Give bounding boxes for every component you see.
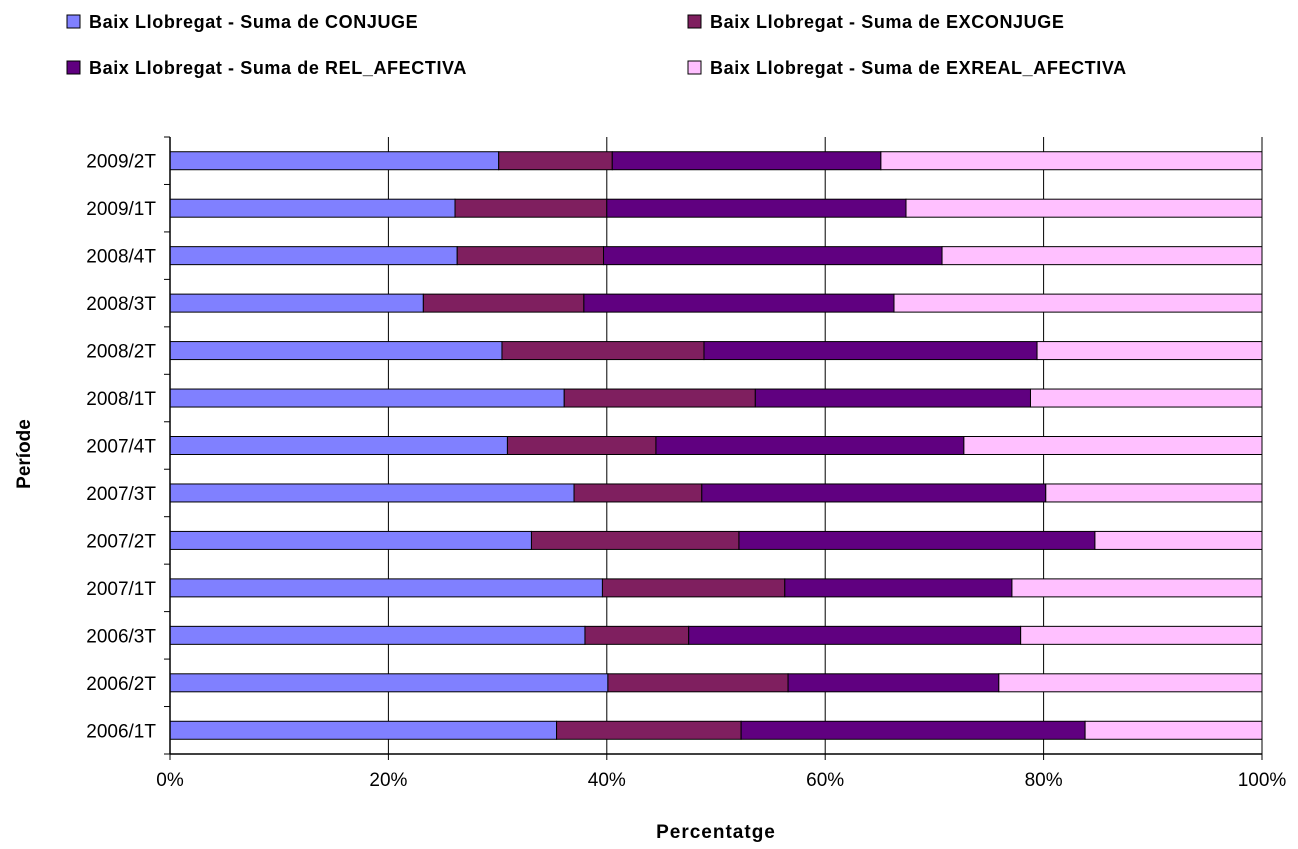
bar-segment <box>498 151 613 171</box>
legend-label: Baix Llobregat - Suma de CONJUGE <box>89 12 418 32</box>
bar-segment <box>1045 483 1263 503</box>
y-tick-label: 2006/3T <box>86 626 156 647</box>
bar-segment <box>941 246 1263 266</box>
bar-segment <box>655 436 965 455</box>
x-tick-label: 20% <box>369 770 407 791</box>
bar-segment <box>606 198 907 218</box>
bar-segment <box>754 388 1031 408</box>
bar-segment <box>784 578 1013 598</box>
bar-segment <box>422 293 585 313</box>
legend-swatch <box>687 60 702 75</box>
bar-segment <box>603 246 943 266</box>
y-tick-label: 2007/3T <box>86 484 156 505</box>
legend-label: Baix Llobregat - Suma de REL_AFECTIVA <box>89 58 467 78</box>
bar-segment <box>169 720 558 740</box>
y-tick-label: 2006/2T <box>86 674 156 695</box>
bar-segment <box>573 483 703 503</box>
bar-segment <box>169 293 424 313</box>
bar-segment <box>169 625 586 645</box>
bar-segment <box>1029 388 1263 408</box>
bar-segment <box>1011 578 1263 598</box>
x-tick-label: 80% <box>1025 770 1063 791</box>
bar-segment <box>1036 341 1263 361</box>
bar-segment <box>169 436 508 455</box>
bar-segment <box>738 530 1096 550</box>
bar-segment <box>169 341 503 361</box>
axes <box>164 136 1263 760</box>
bar-segment <box>740 720 1086 740</box>
legend-label: Baix Llobregat - Suma de EXREAL_AFECTIVA <box>710 58 1127 78</box>
y-tick-label: 2008/3T <box>86 294 156 315</box>
legend-swatch <box>66 14 81 29</box>
bar-segment <box>584 625 690 645</box>
legend-swatch <box>66 60 81 75</box>
y-tick-label: 2007/1T <box>86 579 156 600</box>
bar-segment <box>607 673 789 693</box>
bar-segment <box>963 436 1263 455</box>
bar-segment <box>169 578 603 598</box>
y-tick-label: 2009/1T <box>86 199 156 220</box>
bar-segment <box>454 198 608 218</box>
bar-segment <box>169 530 532 550</box>
bar-segment <box>1084 720 1263 740</box>
bar-segment <box>998 673 1263 693</box>
y-tick-label: 2008/1T <box>86 389 156 410</box>
y-tick-labels: 2009/2T 2009/1T 2008/4T 2008/3T 2008/2T 2008/… <box>86 152 156 743</box>
y-tick-label: 2007/2T <box>86 531 156 552</box>
bar-segment <box>893 293 1263 313</box>
bar-segment <box>703 341 1038 361</box>
bar-segment <box>905 198 1263 218</box>
bar-segment <box>601 578 786 598</box>
y-tick-label: 2008/2T <box>86 342 156 363</box>
y-tick-label: 2009/2T <box>86 152 156 173</box>
bar-segment <box>530 530 740 550</box>
bar-segment <box>169 198 456 218</box>
y-tick-label: 2008/4T <box>86 247 156 268</box>
bar-segment <box>501 341 705 361</box>
x-axis-title: Percentatge <box>656 822 776 843</box>
y-tick-label: 2006/1T <box>86 721 156 742</box>
bar-segment <box>169 388 565 408</box>
x-tick-label: 60% <box>806 770 844 791</box>
bar-segment <box>611 151 882 171</box>
y-axis-title: Període <box>14 419 35 489</box>
bar-segment <box>1094 530 1263 550</box>
y-tick-label: 2007/4T <box>86 437 156 458</box>
bar-segment <box>169 151 500 171</box>
bar-segment <box>169 673 609 693</box>
bar-segment <box>1020 625 1263 645</box>
bar-segment <box>583 293 895 313</box>
legend-label: Baix Llobregat - Suma de EXCONJUGE <box>710 12 1064 32</box>
bar-segment <box>456 246 605 266</box>
x-tick-label: 100% <box>1238 770 1287 791</box>
bar-segment <box>563 388 756 408</box>
bar-segment <box>506 436 657 455</box>
bar-segment <box>556 720 742 740</box>
bar-segment <box>880 151 1263 171</box>
bars <box>169 151 1263 740</box>
x-tick-labels: 0% 20% 40% 60% 80% 100% <box>156 770 1286 791</box>
bar-segment <box>169 483 575 503</box>
bar-segment <box>787 673 1000 693</box>
x-tick-label: 0% <box>156 770 184 791</box>
bar-segment <box>701 483 1047 503</box>
x-tick-label: 40% <box>588 770 626 791</box>
legend: Baix Llobregat - Suma de CONJUGE Baix Llo… <box>66 12 1127 78</box>
bar-segment <box>688 625 1022 645</box>
legend-swatch <box>687 14 702 29</box>
bar-segment <box>169 246 458 266</box>
